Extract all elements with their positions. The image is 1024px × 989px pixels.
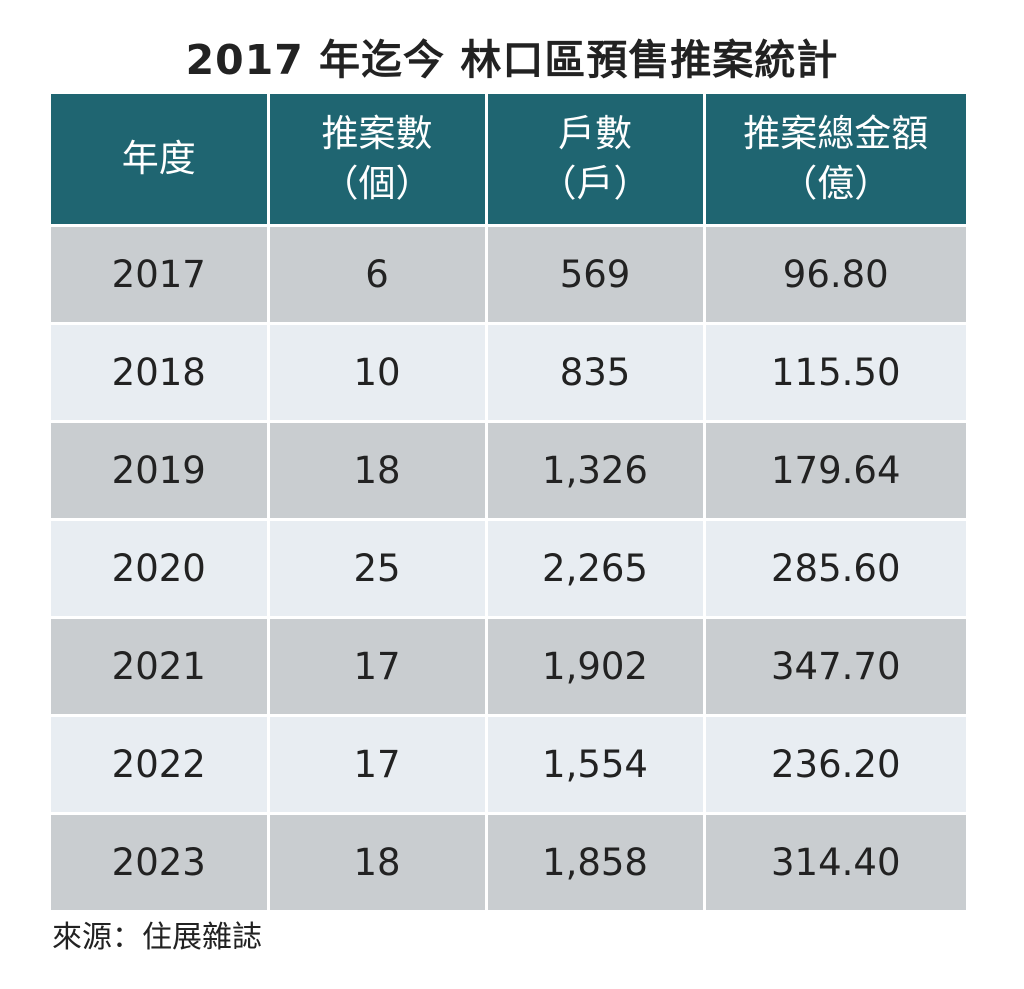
cell-project-count: 18 bbox=[268, 420, 488, 520]
cell-units: 835 bbox=[486, 322, 706, 422]
table-row: 2019 18 1,326 179.64 bbox=[51, 420, 966, 520]
table-row: 2020 25 2,265 285.60 bbox=[51, 518, 966, 618]
table-row: 2017 6 569 96.80 bbox=[51, 224, 966, 324]
cell-units: 1,554 bbox=[486, 714, 706, 814]
stats-table: 年度 推案數 （個） 戶數 （戶） 推案總金額 （億） 2017 6 569 96.8… bbox=[51, 94, 966, 910]
cell-total-amount: 285.60 bbox=[704, 518, 966, 618]
header-row: 年度 推案數 （個） 戶數 （戶） 推案總金額 （億） bbox=[51, 94, 966, 226]
cell-total-amount: 236.20 bbox=[704, 714, 966, 814]
header-unit: （個） bbox=[321, 162, 433, 205]
cell-project-count: 17 bbox=[268, 714, 488, 814]
cell-year: 2018 bbox=[51, 322, 270, 422]
cell-year: 2020 bbox=[51, 518, 270, 618]
header-label: 戶數 bbox=[558, 112, 632, 155]
cell-total-amount: 96.80 bbox=[704, 224, 966, 324]
cell-total-amount: 115.50 bbox=[704, 322, 966, 422]
table-row: 2021 17 1,902 347.70 bbox=[51, 616, 966, 716]
cell-units: 2,265 bbox=[486, 518, 706, 618]
cell-units: 569 bbox=[486, 224, 706, 324]
cell-year: 2021 bbox=[51, 616, 270, 716]
cell-year: 2023 bbox=[51, 812, 270, 910]
table-row: 2022 17 1,554 236.20 bbox=[51, 714, 966, 814]
source-note: 來源：住展雜誌 bbox=[52, 920, 262, 955]
header-label: 推案數 bbox=[321, 112, 433, 155]
header-label: 年度 bbox=[121, 137, 196, 180]
header-units: 戶數 （戶） bbox=[486, 94, 706, 226]
header-project-count: 推案數 （個） bbox=[268, 94, 488, 226]
header-unit: （戶） bbox=[539, 162, 651, 205]
table-row: 2023 18 1,858 314.40 bbox=[51, 812, 966, 910]
cell-total-amount: 179.64 bbox=[704, 420, 966, 520]
cell-project-count: 17 bbox=[268, 616, 488, 716]
cell-project-count: 6 bbox=[268, 224, 488, 324]
cell-year: 2019 bbox=[51, 420, 270, 520]
header-total-amount: 推案總金額 （億） bbox=[704, 94, 966, 226]
table-body: 2017 6 569 96.80 2018 10 835 115.50 2019 18 1,326 1… bbox=[51, 224, 966, 910]
cell-year: 2017 bbox=[51, 224, 270, 324]
cell-total-amount: 314.40 bbox=[704, 812, 966, 910]
header-unit: （億） bbox=[780, 162, 892, 205]
table-title: 2017 年迄今 林口區預售推案統計 bbox=[185, 36, 839, 84]
header-label: 推案總金額 bbox=[743, 112, 929, 155]
cell-project-count: 18 bbox=[268, 812, 488, 910]
table-row: 2018 10 835 115.50 bbox=[51, 322, 966, 422]
cell-units: 1,326 bbox=[486, 420, 706, 520]
cell-total-amount: 347.70 bbox=[704, 616, 966, 716]
cell-project-count: 25 bbox=[268, 518, 488, 618]
cell-units: 1,858 bbox=[486, 812, 706, 910]
header-year: 年度 bbox=[51, 94, 270, 226]
cell-project-count: 10 bbox=[268, 322, 488, 422]
cell-year: 2022 bbox=[51, 714, 270, 814]
cell-units: 1,902 bbox=[486, 616, 706, 716]
